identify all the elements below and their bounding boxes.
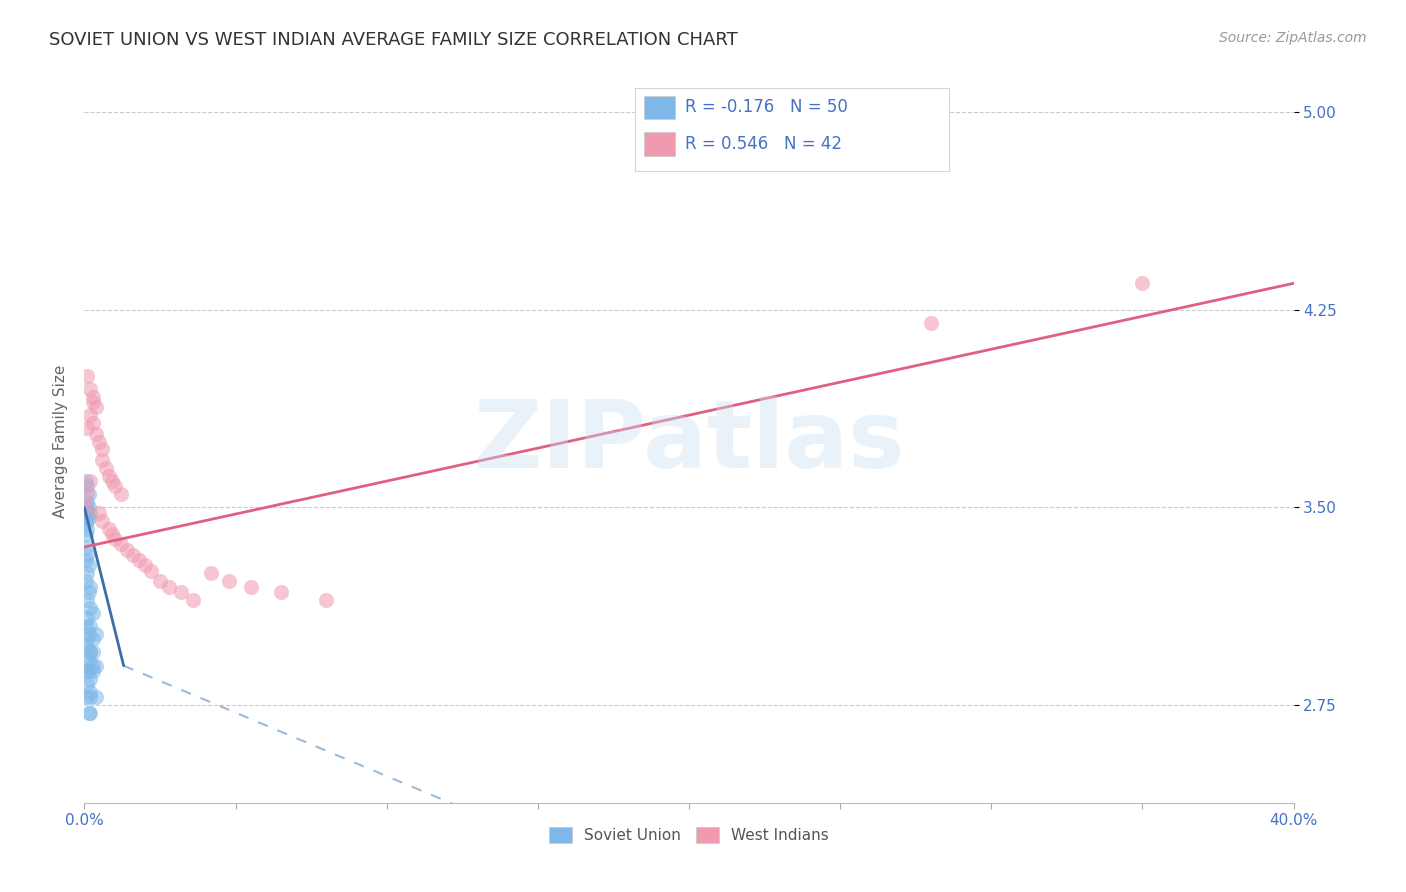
Point xyxy=(91,453,114,467)
Point xyxy=(79,706,101,720)
Point xyxy=(94,461,117,475)
Point xyxy=(79,382,101,396)
Y-axis label: Average Family Size: Average Family Size xyxy=(52,365,67,518)
Point xyxy=(86,690,108,705)
Point xyxy=(77,585,100,599)
Point xyxy=(82,416,104,430)
Point xyxy=(1130,277,1153,291)
Point xyxy=(82,664,104,678)
Point xyxy=(97,522,120,536)
Point xyxy=(82,395,104,409)
Point xyxy=(86,627,108,641)
Point xyxy=(75,500,97,515)
Point xyxy=(104,532,127,546)
Point xyxy=(76,368,98,383)
Point xyxy=(104,479,127,493)
Point xyxy=(76,658,98,673)
Point xyxy=(75,500,97,515)
Point xyxy=(79,690,101,705)
Point xyxy=(75,619,97,633)
Point xyxy=(75,540,97,554)
Point xyxy=(121,548,143,562)
Point xyxy=(76,479,98,493)
Point xyxy=(139,564,162,578)
Point xyxy=(77,706,100,720)
Point xyxy=(77,558,100,573)
Point xyxy=(79,685,101,699)
Point xyxy=(76,611,98,625)
Point xyxy=(75,638,97,652)
Point xyxy=(157,580,180,594)
Point xyxy=(128,553,150,567)
Point xyxy=(77,627,100,641)
Point xyxy=(75,690,97,705)
Point xyxy=(79,600,101,615)
Point xyxy=(110,537,132,551)
Point xyxy=(79,580,101,594)
Point xyxy=(76,566,98,581)
Point xyxy=(82,645,104,659)
Point xyxy=(86,658,108,673)
Point xyxy=(75,664,97,678)
Legend: Soviet Union, West Indians: Soviet Union, West Indians xyxy=(543,822,835,849)
Point xyxy=(77,487,100,501)
Point xyxy=(149,574,172,589)
Point xyxy=(77,664,100,678)
Point xyxy=(82,632,104,647)
Point xyxy=(75,574,97,589)
Point xyxy=(75,516,97,531)
Point xyxy=(270,585,292,599)
Point xyxy=(315,592,337,607)
Point xyxy=(76,632,98,647)
Point xyxy=(82,606,104,620)
Point xyxy=(77,511,100,525)
Point xyxy=(100,474,122,488)
Text: Source: ZipAtlas.com: Source: ZipAtlas.com xyxy=(1219,31,1367,45)
Point xyxy=(82,658,104,673)
Point xyxy=(76,421,98,435)
Point xyxy=(77,653,100,667)
Point xyxy=(115,542,138,557)
Point xyxy=(75,526,97,541)
Point xyxy=(79,474,101,488)
Point xyxy=(200,566,222,581)
Point xyxy=(77,500,100,515)
Point xyxy=(91,514,114,528)
Point xyxy=(89,434,111,449)
Point xyxy=(170,585,193,599)
Point xyxy=(76,487,98,501)
Point xyxy=(134,558,156,573)
Text: SOVIET UNION VS WEST INDIAN AVERAGE FAMILY SIZE CORRELATION CHART: SOVIET UNION VS WEST INDIAN AVERAGE FAMI… xyxy=(49,31,738,49)
Point xyxy=(86,401,108,415)
Point xyxy=(920,316,942,330)
Point xyxy=(89,506,111,520)
Point xyxy=(79,672,101,686)
Point xyxy=(110,487,132,501)
Point xyxy=(100,526,122,541)
Point xyxy=(97,468,120,483)
Point xyxy=(181,592,204,607)
Point xyxy=(76,677,98,691)
Point xyxy=(76,548,98,562)
Point xyxy=(76,511,98,525)
Point xyxy=(79,506,101,520)
Point xyxy=(218,574,240,589)
Point xyxy=(76,522,98,536)
Point xyxy=(76,506,98,520)
Point xyxy=(82,390,104,404)
Point xyxy=(79,645,101,659)
Point xyxy=(79,619,101,633)
Point xyxy=(86,426,108,441)
Point xyxy=(75,474,97,488)
Point xyxy=(75,553,97,567)
Point xyxy=(76,495,98,509)
Text: ZIPatlas: ZIPatlas xyxy=(474,395,904,488)
Point xyxy=(91,442,114,457)
Point xyxy=(239,580,262,594)
Point xyxy=(79,408,101,422)
Point xyxy=(76,592,98,607)
Point xyxy=(79,645,101,659)
